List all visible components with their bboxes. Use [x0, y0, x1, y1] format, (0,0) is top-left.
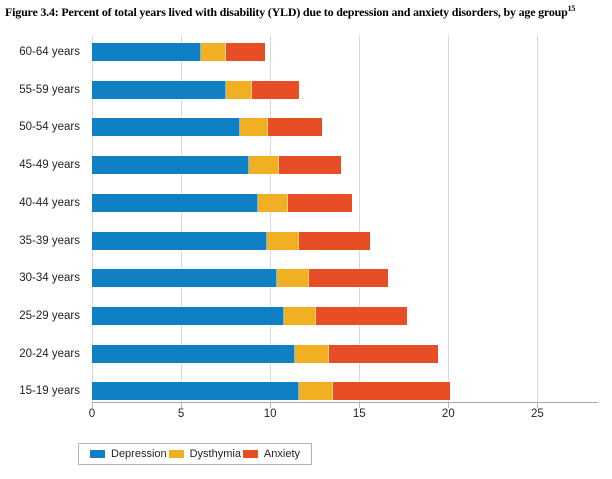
x-axis-tick [359, 402, 361, 408]
bar-segment-anxiety [224, 42, 266, 62]
bar-segment-depression [91, 381, 300, 402]
bar-segment-dysthymia [224, 79, 254, 100]
legend-label: Depression [111, 447, 167, 460]
bar-segment-dysthymia [199, 42, 227, 62]
legend-item-depression: Depression [90, 447, 167, 460]
x-axis-tick [181, 402, 183, 408]
bar-segment-dysthymia [256, 192, 289, 213]
gridline-x-20 [448, 35, 450, 402]
gridline-x-5 [181, 35, 183, 402]
x-axis-tick [448, 402, 450, 408]
figure-title-text: Figure 3.4: Percent of total years lived… [5, 5, 568, 19]
x-axis-tick-label: 5 [177, 408, 185, 420]
y-axis-label: 50-54 years [19, 121, 80, 134]
legend-swatch-dysthymia [168, 450, 184, 458]
x-axis-tick-label: 10 [263, 408, 277, 420]
bar-segment-anxiety [327, 343, 439, 364]
bar-segment-anxiety [267, 117, 323, 138]
legend: Depression Dysthymia Anxiety [78, 443, 312, 465]
y-axis-label: 35-39 years [19, 234, 80, 247]
bar-segment-depression [90, 306, 286, 327]
legend-swatch-anxiety [242, 450, 258, 458]
bar-segment-depression [91, 117, 241, 138]
x-axis-tick-label: 0 [88, 408, 96, 420]
bar-segment-depression [91, 79, 227, 100]
y-axis-label: 40-44 years [19, 196, 80, 209]
y-axis-label: 30-34 years [19, 272, 80, 285]
bar-segment-dysthymia [238, 117, 270, 138]
y-axis-label: 15-19 years [19, 385, 80, 398]
x-axis-tick [537, 402, 539, 408]
y-axis-label: 60-64 years [19, 46, 80, 58]
legend-item-dysthymia: Dysthymia [168, 447, 241, 460]
legend-item-anxiety: Anxiety [242, 447, 300, 460]
x-axis-tick [270, 402, 272, 408]
figure-title: Figure 3.4: Percent of total years lived… [5, 4, 609, 20]
y-axis-label: 25-29 years [19, 310, 80, 323]
x-axis-tick [92, 402, 93, 408]
bar-segment-depression [90, 268, 279, 289]
bar-segment-dysthymia [294, 343, 330, 364]
gridline-x-25 [537, 35, 539, 402]
bar-segment-dysthymia [247, 155, 281, 176]
bar-segment-anxiety [278, 155, 343, 176]
plot-area [90, 35, 598, 403]
gridline-x-15 [359, 35, 361, 402]
y-axis-label: 55-59 years [19, 83, 80, 96]
y-axis-label: 20-24 years [19, 347, 80, 360]
legend-label: Anxiety [263, 447, 300, 460]
bar-segment-anxiety [315, 306, 409, 327]
bar-segment-anxiety [251, 79, 300, 100]
bar-segment-anxiety [297, 230, 371, 251]
bar-segment-depression [91, 155, 250, 176]
figure-title-footnote-ref: 15 [567, 4, 576, 13]
bar-segment-dysthymia [283, 306, 318, 327]
bar-segment-depression [91, 42, 202, 62]
bar-segment-anxiety [308, 268, 389, 289]
bar-segment-depression [91, 192, 259, 213]
legend-label: Dysthymia [189, 447, 241, 460]
y-axis-label: 45-49 years [19, 159, 80, 172]
bar-segment-dysthymia [265, 230, 300, 251]
bar-segment-depression [90, 343, 297, 364]
bar-segment-depression [91, 230, 268, 251]
gridline-x-0 [92, 35, 93, 402]
bar-segment-anxiety [286, 192, 354, 213]
x-axis-tick-label: 15 [352, 408, 366, 420]
bar-segment-dysthymia [276, 268, 311, 289]
bar-segment-dysthymia [297, 381, 334, 402]
x-axis-tick-label: 20 [441, 408, 455, 420]
gridline-x-10 [270, 35, 272, 402]
x-axis-tick-label: 25 [531, 408, 544, 420]
bar-segment-anxiety [331, 381, 452, 402]
legend-swatch-depression [90, 450, 105, 458]
